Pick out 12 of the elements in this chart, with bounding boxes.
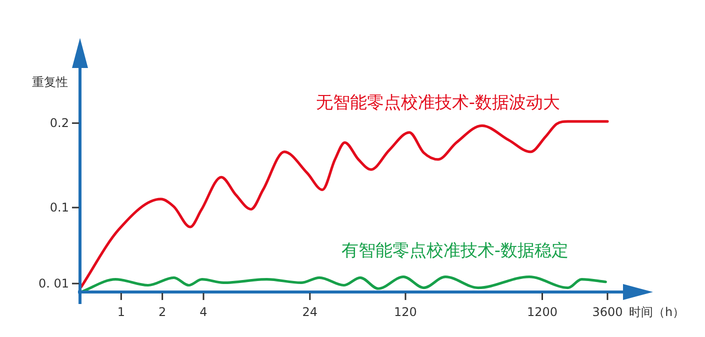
x-tick-label: 1 [117, 305, 125, 319]
y-tick-label: 0.1 [50, 200, 69, 215]
x-tick-label: 2 [158, 305, 166, 319]
x-axis-title: 时间（h） [629, 305, 685, 319]
x-tick-label: 3600 [592, 305, 623, 319]
y-tick-label: 0. 01 [38, 276, 69, 291]
y-tick-label: 0.2 [50, 116, 69, 130]
y-axis-title: 重复性 [32, 75, 68, 89]
x-tick-label: 120 [394, 305, 417, 319]
x-tick-label: 4 [200, 305, 208, 319]
x-tick-label: 24 [302, 305, 318, 319]
x-tick-label: 1200 [526, 305, 558, 319]
